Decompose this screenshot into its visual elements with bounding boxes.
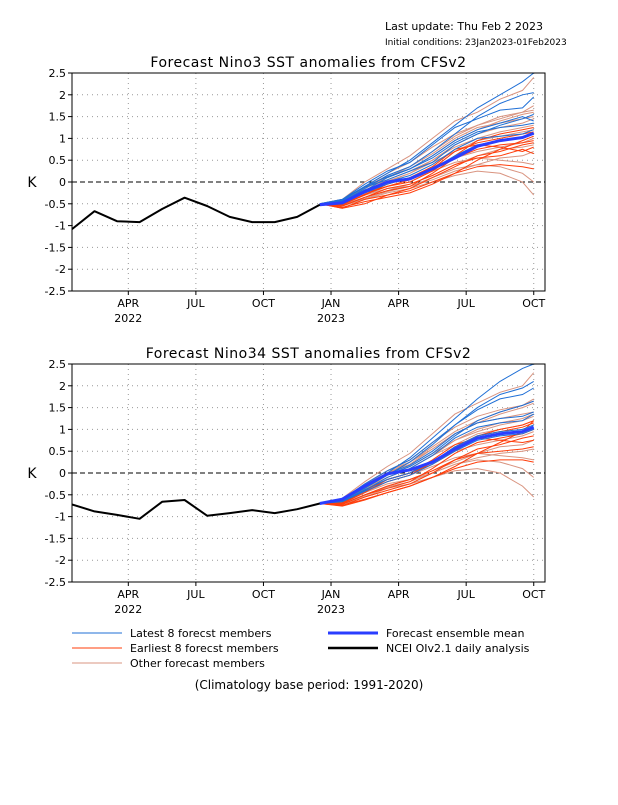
nino3-ytick-label: -1 (55, 220, 66, 233)
nino34-xtick-label: JAN (321, 588, 341, 601)
legend: Latest 8 forecst members Earliest 8 fore… (72, 627, 530, 670)
nino3-ytick-label: -2 (55, 263, 66, 276)
nino3-ylabel: K (27, 175, 37, 191)
nino3-xtick-label: OCT (252, 297, 275, 310)
nino34-latest-member-line (319, 411, 534, 504)
nino34-ytick-label: -2.5 (45, 576, 66, 589)
nino34-ylabel: K (27, 466, 37, 482)
nino3-year-label: 2022 (114, 312, 142, 325)
nino3-ytick-label: 1.5 (49, 111, 67, 124)
nino3-earliest-member-line (319, 148, 534, 207)
nino34-earliest-member-line (319, 437, 534, 504)
nino34-xtick-label: JUL (186, 588, 205, 601)
nino3-ensemble-mean-line (319, 131, 535, 207)
nino34-earliest-member-line (319, 459, 534, 507)
nino3-xtick-label: JUL (186, 297, 205, 310)
nino34-year-label: 2023 (317, 603, 345, 616)
nino3-earliest-member-line (319, 164, 534, 209)
nino34-ensemble-mean-line (319, 425, 535, 505)
last-update-text: Last update: Thu Feb 2 2023 (385, 20, 543, 33)
nino34-earliest-member-line (319, 435, 534, 507)
nino3-earliest-member-line (319, 144, 534, 206)
nino3-title: Forecast Nino3 SST anomalies from CFSv2 (150, 55, 466, 71)
legend-label-mean: Forecast ensemble mean (386, 627, 525, 640)
nino34-ytick-label: 0 (59, 467, 66, 480)
nino34-xtick-label: OCT (252, 588, 275, 601)
nino34-xtick-label: OCT (522, 588, 545, 601)
initial-conditions-text: Initial conditions: 23Jan2023-01Feb2023 (385, 38, 567, 48)
nino34-ytick-label: -1 (55, 511, 66, 524)
nino34-frame (71, 363, 546, 583)
nino3-earliest-member-line (319, 127, 534, 206)
nino34-year-label: 2022 (114, 603, 142, 616)
nino34-title: Forecast Nino34 SST anomalies from CFSv2 (146, 346, 472, 362)
nino34-xtick-label: APR (388, 588, 410, 601)
legend-label-earliest: Earliest 8 forecst members (130, 642, 279, 655)
nino3-xtick-label: APR (117, 297, 139, 310)
nino3-xtick-label: JAN (321, 297, 341, 310)
nino3-plot-area (72, 73, 535, 230)
nino34-ytick-label: -1.5 (45, 532, 66, 545)
nino34-ytick-label: 2.5 (49, 358, 67, 371)
nino3-xtick-label: APR (388, 297, 410, 310)
nino3-other-member-line (319, 77, 535, 205)
nino3-xtick-label: JUL (456, 297, 475, 310)
nino3-earliest-member-line (319, 142, 534, 209)
nino34-observed-line (72, 499, 321, 520)
nino3-latest-member-line (319, 122, 534, 205)
nino34-earliest-member-line (319, 446, 534, 505)
nino3-ytick-label: -1.5 (45, 241, 66, 254)
nino3-ytick-label: 2 (59, 89, 66, 102)
nino34-xtick-label: APR (117, 588, 139, 601)
nino34-ytick-label: 2 (59, 380, 66, 393)
nino3-ytick-label: 2.5 (49, 67, 67, 80)
nino3-ytick-label: -2.5 (45, 285, 66, 298)
nino3-latest-member-line (319, 92, 534, 205)
nino34-plot-area (72, 364, 535, 520)
legend-label-other: Other forecast members (130, 657, 265, 670)
nino3-year-label: 2023 (317, 312, 345, 325)
legend-label-latest: Latest 8 forecst members (130, 627, 272, 640)
nino3-ytick-label: -0.5 (45, 198, 66, 211)
climatology-note: (Climatology base period: 1991-2020) (195, 678, 424, 692)
nino34-chart: Forecast Nino34 SST anomalies from CFSv2… (27, 346, 545, 616)
nino3-chart: Forecast Nino3 SST anomalies from CFSv2 -… (27, 55, 545, 325)
nino3-latest-member-line (319, 129, 534, 205)
nino3-latest-member-line (319, 96, 535, 205)
nino34-xtick-label: JUL (456, 588, 475, 601)
nino34-ytick-label: -2 (55, 554, 66, 567)
nino34-latest-member-line (319, 413, 534, 504)
nino34-ytick-label: 1.5 (49, 402, 67, 415)
nino34-latest-member-line (319, 387, 534, 504)
nino3-ytick-label: 1 (59, 132, 66, 145)
nino34-ytick-label: -0.5 (45, 489, 66, 502)
nino3-ytick-label: 0 (59, 176, 66, 189)
nino3-ytick-label: 0.5 (49, 154, 67, 167)
nino34-latest-member-line (319, 428, 534, 504)
nino3-frame (71, 72, 546, 292)
nino34-other-member-line (319, 372, 535, 504)
legend-label-obs: NCEI OIv2.1 daily analysis (386, 642, 530, 655)
nino3-earliest-member-line (319, 135, 534, 208)
nino34-other-member-line (319, 411, 534, 504)
nino3-xtick-label: OCT (522, 297, 545, 310)
nino3-observed-line (72, 196, 321, 230)
nino34-ytick-label: 1 (59, 423, 66, 436)
nino34-ytick-label: 0.5 (49, 445, 67, 458)
